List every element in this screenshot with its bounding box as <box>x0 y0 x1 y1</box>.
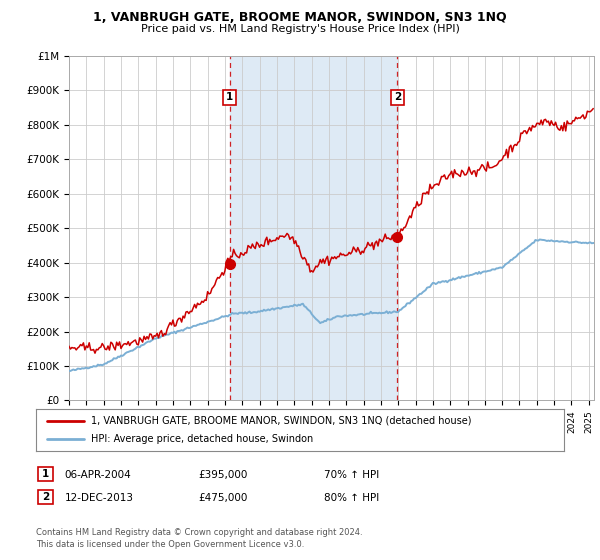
Text: This data is licensed under the Open Government Licence v3.0.: This data is licensed under the Open Gov… <box>36 540 304 549</box>
Text: 06-APR-2004: 06-APR-2004 <box>65 470 131 480</box>
Text: 80% ↑ HPI: 80% ↑ HPI <box>324 493 379 503</box>
Text: 1, VANBRUGH GATE, BROOME MANOR, SWINDON, SN3 1NQ: 1, VANBRUGH GATE, BROOME MANOR, SWINDON,… <box>93 11 507 24</box>
Text: 1: 1 <box>42 469 49 479</box>
FancyBboxPatch shape <box>38 490 53 505</box>
Text: Contains HM Land Registry data © Crown copyright and database right 2024.: Contains HM Land Registry data © Crown c… <box>36 528 362 536</box>
Text: 12-DEC-2013: 12-DEC-2013 <box>65 493 134 503</box>
Text: Price paid vs. HM Land Registry's House Price Index (HPI): Price paid vs. HM Land Registry's House … <box>140 24 460 34</box>
Text: 2: 2 <box>42 492 49 502</box>
Text: 2: 2 <box>394 92 401 102</box>
Text: £475,000: £475,000 <box>198 493 247 503</box>
Text: 70% ↑ HPI: 70% ↑ HPI <box>324 470 379 480</box>
Text: £395,000: £395,000 <box>198 470 247 480</box>
FancyBboxPatch shape <box>38 466 53 481</box>
Text: 1, VANBRUGH GATE, BROOME MANOR, SWINDON, SN3 1NQ (detached house): 1, VANBRUGH GATE, BROOME MANOR, SWINDON,… <box>91 416 472 426</box>
Text: 1: 1 <box>226 92 233 102</box>
Text: HPI: Average price, detached house, Swindon: HPI: Average price, detached house, Swin… <box>91 434 314 444</box>
Bar <box>230 56 397 400</box>
